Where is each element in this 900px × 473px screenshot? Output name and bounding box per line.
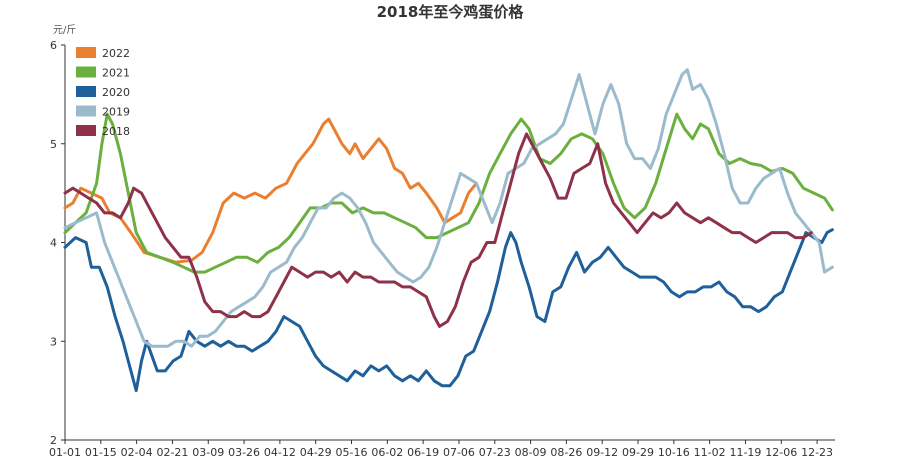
x-tick-label: 02-21 <box>156 446 188 459</box>
x-tick-label: 02-04 <box>121 446 153 459</box>
legend-label-2021: 2021 <box>102 67 130 80</box>
x-tick-label: 04-29 <box>300 446 332 459</box>
x-tick-label: 07-23 <box>479 446 511 459</box>
x-tick-label: 12-06 <box>765 446 797 459</box>
series-layer <box>63 68 834 393</box>
series-line-2020 <box>63 228 834 393</box>
x-tick-label: 09-12 <box>586 446 618 459</box>
y-axis-ticks: 2 3 4 5 6 <box>50 39 65 447</box>
y-tick-label: 2 <box>50 434 57 447</box>
x-tick-label: 10-16 <box>658 446 690 459</box>
x-tick-label: 03-09 <box>192 446 224 459</box>
legend-swatch-2019 <box>76 105 96 117</box>
legend-swatch-2020 <box>76 86 96 97</box>
legend: 2022 2021 2020 2019 2018 <box>76 47 130 138</box>
x-tick-label: 11-02 <box>694 446 726 459</box>
x-tick-label: 06-19 <box>407 446 439 459</box>
series-line-2022 <box>63 117 478 264</box>
legend-swatch-2018 <box>76 125 96 136</box>
legend-swatch-2022 <box>76 47 96 58</box>
y-tick-label: 6 <box>50 39 57 52</box>
y-tick-label: 3 <box>50 335 57 348</box>
x-tick-label: 04-12 <box>264 446 296 459</box>
x-tick-label: 08-26 <box>550 446 582 459</box>
x-tick-label: 12-23 <box>801 446 833 459</box>
x-tick-label: 06-02 <box>371 446 403 459</box>
x-tick-label: 08-09 <box>515 446 547 459</box>
legend-label-2020: 2020 <box>102 86 130 99</box>
series-line-2019 <box>63 68 834 348</box>
legend-label-2018: 2018 <box>102 125 130 138</box>
x-tick-label: 01-01 <box>49 446 81 459</box>
x-axis-ticks: 01-01 01-15 02-04 02-21 03-09 03-26 04-12 04-29… <box>49 440 833 459</box>
y-tick-label: 4 <box>50 237 57 250</box>
x-tick-label: 03-26 <box>228 446 260 459</box>
series-line-2018 <box>63 132 813 328</box>
series-line-2021 <box>63 112 834 274</box>
legend-label-2019: 2019 <box>102 106 130 119</box>
legend-label-2022: 2022 <box>102 47 130 60</box>
x-tick-label: 01-15 <box>85 446 117 459</box>
legend-swatch-2021 <box>76 66 96 78</box>
chart-title: 2018年至今鸡蛋价格 <box>377 3 525 21</box>
x-tick-label: 09-29 <box>622 446 654 459</box>
x-tick-label: 05-16 <box>336 446 368 459</box>
y-axis-unit-label: 元/斤 <box>53 24 76 36</box>
x-tick-label: 11-19 <box>729 446 761 459</box>
x-tick-label: 07-06 <box>443 446 475 459</box>
y-tick-label: 5 <box>50 138 57 151</box>
